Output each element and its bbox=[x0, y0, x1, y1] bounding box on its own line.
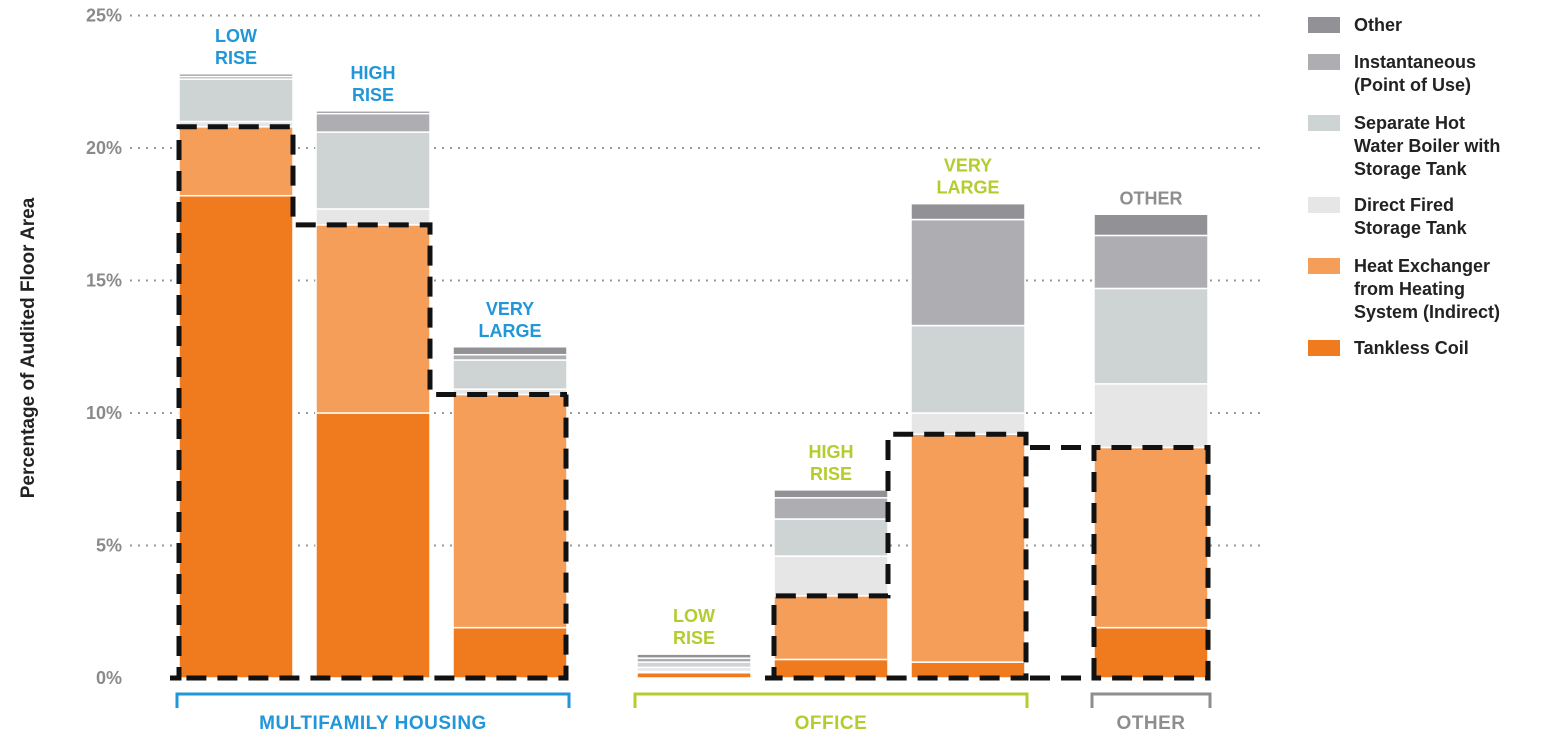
legend-label: Other bbox=[1354, 15, 1402, 35]
legend-label: Tankless Coil bbox=[1354, 338, 1469, 358]
legend-swatch bbox=[1308, 258, 1340, 274]
bar-segment bbox=[636, 671, 752, 679]
bar-label: RISE bbox=[352, 85, 394, 105]
bar-labels: LOWRISEHIGHRISEVERYLARGELOWRISEHIGHRISEV… bbox=[215, 26, 1183, 648]
legend-swatch bbox=[1308, 115, 1340, 131]
y-tick-label: 20% bbox=[86, 138, 122, 158]
legend-swatch bbox=[1308, 54, 1340, 70]
bar-segment bbox=[910, 202, 1026, 221]
y-tick-label: 10% bbox=[86, 403, 122, 423]
group-label: OTHER bbox=[1117, 713, 1186, 734]
legend-label: Instantaneous bbox=[1354, 52, 1476, 72]
bar-label: RISE bbox=[810, 464, 852, 484]
legend-label: (Point of Use) bbox=[1354, 75, 1471, 95]
legend-swatch bbox=[1308, 340, 1340, 356]
group-label: MULTIFAMILY HOUSING bbox=[259, 713, 487, 734]
y-axis-ticks: 0% 5% 10% 15% 20% 25% bbox=[86, 6, 122, 689]
bar-label: LOW bbox=[673, 606, 715, 626]
y-tick-label: 0% bbox=[96, 668, 122, 688]
y-axis-title: Percentage of Audited Floor Area bbox=[18, 197, 39, 498]
y-tick-label: 15% bbox=[86, 271, 122, 291]
legend-label: from Heating bbox=[1354, 279, 1465, 299]
bar-segment bbox=[1093, 234, 1209, 290]
other-dashed-outline bbox=[1091, 444, 1211, 681]
bar-segment bbox=[1093, 383, 1209, 449]
bar-segment bbox=[910, 218, 1026, 327]
group-bracket bbox=[175, 692, 571, 708]
bar-segment bbox=[636, 661, 752, 669]
bar-segment bbox=[910, 433, 1026, 663]
y-tick-label: 25% bbox=[86, 6, 122, 26]
bar-segment bbox=[910, 412, 1026, 435]
group-brackets: MULTIFAMILY HOUSING OFFICE OTHER bbox=[175, 692, 1212, 734]
bar-segment bbox=[452, 359, 568, 390]
bar-segment bbox=[636, 653, 752, 659]
bar-label: LARGE bbox=[479, 321, 542, 341]
bar-segment bbox=[1093, 287, 1209, 385]
bar-segment bbox=[910, 324, 1026, 414]
bar-segment bbox=[452, 626, 568, 679]
group-label: OFFICE bbox=[795, 713, 868, 734]
bar-label: HIGH bbox=[809, 442, 854, 462]
group-bracket bbox=[633, 692, 1029, 708]
bar-label: LOW bbox=[215, 26, 257, 46]
bar-segment bbox=[178, 73, 294, 78]
bar-segment bbox=[178, 194, 294, 679]
bar-segment bbox=[315, 131, 431, 210]
legend-swatch bbox=[1308, 197, 1340, 213]
bar-label: VERY bbox=[486, 299, 534, 319]
bar-segment bbox=[773, 489, 889, 499]
bar-segment bbox=[452, 353, 568, 361]
legend: Other Instantaneous (Point of Use) Separate… bbox=[1308, 15, 1500, 358]
bar-segment bbox=[1093, 626, 1209, 679]
legend-swatch bbox=[1308, 17, 1340, 33]
bar-segment bbox=[178, 78, 294, 123]
office-dashed-outline bbox=[765, 431, 1029, 681]
dashed-outlines bbox=[170, 124, 1211, 681]
bar-segment bbox=[315, 412, 431, 679]
bar-segment bbox=[773, 497, 889, 520]
legend-label: Water Boiler with bbox=[1354, 136, 1500, 156]
bar-segment bbox=[773, 658, 889, 679]
y-tick-label: 5% bbox=[96, 536, 122, 556]
bar-segment bbox=[178, 126, 294, 197]
bar-label: LARGE bbox=[937, 178, 1000, 198]
legend-label: Direct Fired bbox=[1354, 195, 1454, 215]
bar-label: HIGH bbox=[351, 63, 396, 83]
bar-segment bbox=[315, 112, 431, 133]
bar-label: RISE bbox=[215, 48, 257, 68]
bar-segment bbox=[315, 110, 431, 115]
bar-label: VERY bbox=[944, 156, 992, 176]
bar-segment bbox=[773, 555, 889, 597]
legend-label: Storage Tank bbox=[1354, 159, 1468, 179]
gridlines bbox=[130, 14, 1262, 547]
group-bracket bbox=[1090, 692, 1212, 708]
legend-label: Heat Exchanger bbox=[1354, 256, 1490, 276]
bar-label: RISE bbox=[673, 628, 715, 648]
legend-label: Separate Hot bbox=[1354, 113, 1465, 133]
bar-segment bbox=[1093, 446, 1209, 629]
bar-segment bbox=[773, 595, 889, 661]
bar-segment bbox=[452, 346, 568, 356]
bar-segment bbox=[315, 224, 431, 414]
bar-segment bbox=[773, 518, 889, 557]
multifamily-dashed-outline bbox=[170, 124, 569, 681]
bar-segment bbox=[452, 393, 568, 629]
bar-segment bbox=[1093, 213, 1209, 237]
legend-label: Storage Tank bbox=[1354, 218, 1468, 238]
bars bbox=[178, 73, 1209, 679]
bar-label: OTHER bbox=[1120, 188, 1183, 208]
legend-label: System (Indirect) bbox=[1354, 302, 1500, 322]
